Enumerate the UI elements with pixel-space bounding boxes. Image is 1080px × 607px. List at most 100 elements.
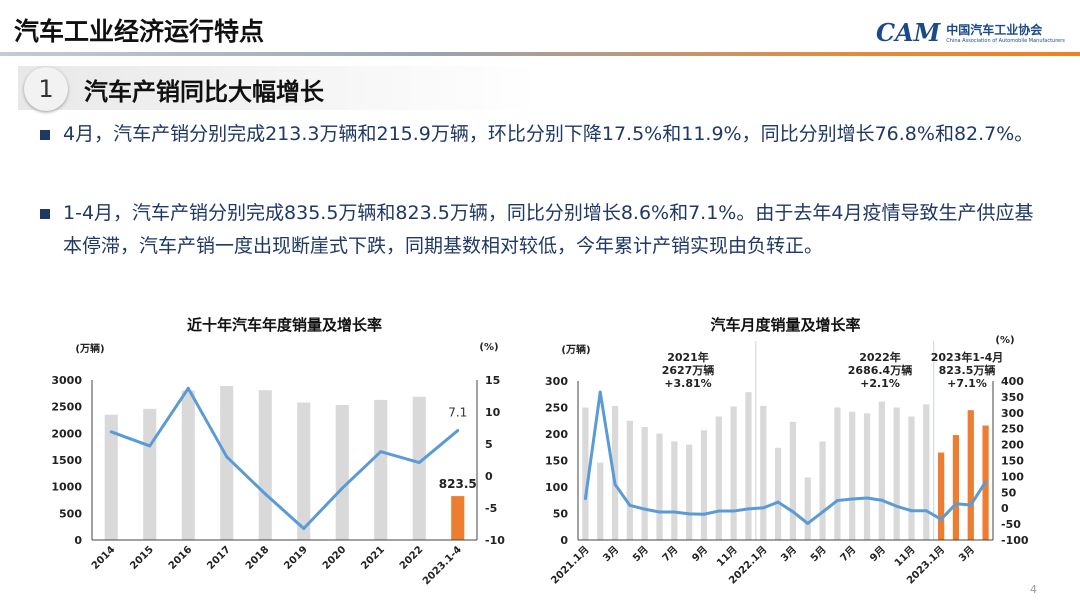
bar	[878, 401, 885, 540]
bar	[143, 408, 157, 540]
bar	[760, 405, 767, 540]
bar	[104, 414, 118, 540]
bullet-1: 4月，汽车产销分别完成213.3万辆和215.9万辆，环比分别下降17.5%和1…	[40, 118, 1050, 151]
line-point	[821, 510, 825, 514]
x-tick-label: 5月	[808, 544, 828, 564]
x-tick-label: 2020	[321, 544, 348, 571]
y-tick-label: 250	[545, 402, 568, 415]
growth-line	[110, 386, 459, 530]
x-tick-label: 7月	[838, 544, 858, 564]
bar	[923, 404, 930, 540]
bar	[804, 477, 811, 540]
bar	[374, 399, 388, 540]
x-tick-label: 3月	[779, 544, 799, 564]
y-tick-label: 2500	[51, 401, 82, 414]
y2-tick-label: 150	[1001, 455, 1024, 468]
y-tick-label: 200	[545, 428, 568, 441]
y-tick-label: 2000	[51, 427, 82, 440]
bar	[641, 427, 648, 540]
bar	[451, 496, 465, 540]
line-point	[658, 510, 662, 514]
x-tick-label: 2016	[167, 544, 194, 571]
annotation-text: 2686.4万辆	[848, 363, 912, 377]
y-tick-label: 1500	[51, 454, 82, 467]
section-title: 汽车产销同比大幅增长	[84, 78, 324, 106]
y-tick-label: 150	[545, 455, 568, 468]
chart-title: 近十年汽车年度销量及增长率	[187, 316, 382, 334]
y-axis-unit: (万辆)	[561, 343, 590, 356]
bar	[774, 447, 782, 540]
y-tick-label: 500	[59, 507, 82, 520]
line-point	[909, 509, 913, 513]
x-tick-label: 2015	[128, 544, 155, 571]
line-point	[340, 486, 344, 490]
line-data-label: 7.1	[448, 406, 467, 420]
y2-axis-unit: (%)	[479, 342, 498, 353]
bar	[412, 396, 426, 540]
line-point	[109, 430, 113, 434]
x-tick-label: 3月	[601, 544, 621, 564]
bar	[686, 444, 693, 540]
logo-cn: 中国汽车工业协会	[946, 23, 1043, 37]
line-point	[263, 492, 267, 496]
line-point	[456, 429, 460, 433]
header-rule	[0, 52, 1080, 56]
line-point	[417, 461, 421, 465]
logo-en: China Association of Automobile Manufact…	[946, 38, 1065, 44]
line-point	[806, 521, 810, 525]
bar	[938, 452, 945, 540]
y2-tick-label: 0	[485, 470, 493, 483]
line-point	[761, 506, 765, 510]
line-point	[791, 510, 795, 514]
y2-tick-label: 250	[1001, 423, 1024, 436]
y2-tick-label: -100	[1001, 534, 1029, 547]
line-point	[746, 507, 750, 511]
y2-tick-label: 100	[1001, 470, 1024, 483]
y-tick-label: 3000	[51, 374, 82, 387]
growth-line	[583, 390, 987, 525]
bar	[893, 407, 900, 540]
line-point	[969, 503, 973, 507]
x-tick-label: 2018	[244, 544, 271, 571]
line-point	[225, 455, 229, 459]
x-tick-label: 2023.1-4	[421, 544, 464, 587]
bar	[656, 433, 663, 540]
line-point	[613, 482, 617, 486]
annotation-text: 2023年1-4月	[931, 350, 1004, 364]
bar	[908, 416, 915, 540]
x-tick-label: 11月	[714, 544, 739, 569]
bar-data-label: 823.5	[439, 477, 477, 491]
line-point	[643, 507, 647, 511]
line-point	[717, 509, 721, 513]
y2-tick-label: 350	[1001, 391, 1024, 404]
y2-tick-label: 5	[485, 438, 493, 451]
annotation-text: 2021年	[667, 350, 709, 364]
y-tick-label: 0	[74, 534, 82, 547]
y2-tick-label: 300	[1001, 407, 1024, 420]
x-tick-label: 2014	[90, 544, 117, 571]
bar	[834, 407, 841, 540]
line-point	[835, 499, 839, 503]
annotation-text: +3.81%	[664, 377, 711, 390]
x-tick-label: 9月	[690, 544, 710, 564]
bar	[297, 402, 311, 540]
bullet-2: 1-4月，汽车产销分别完成835.5万辆和823.5万辆，同比分别增长8.6%和…	[40, 197, 1050, 263]
annotation-text: 2022年	[859, 350, 901, 364]
line-point	[672, 510, 676, 514]
y2-tick-label: 10	[485, 406, 501, 419]
y-tick-label: 0	[560, 534, 568, 547]
line-point	[954, 502, 958, 506]
bar	[863, 413, 871, 540]
x-tick-label: 3月	[956, 544, 976, 564]
y-tick-label: 1000	[51, 481, 82, 494]
bar	[582, 407, 589, 540]
x-tick-label: 2022	[398, 544, 425, 571]
y2-tick-label: 200	[1001, 439, 1024, 452]
y2-tick-label: -10	[485, 534, 505, 547]
x-tick-label: 2017	[205, 544, 232, 571]
line-point	[702, 512, 706, 516]
bar	[819, 441, 826, 540]
cam-logo-icon: CAM	[876, 18, 941, 47]
section-number: 1	[24, 67, 68, 111]
